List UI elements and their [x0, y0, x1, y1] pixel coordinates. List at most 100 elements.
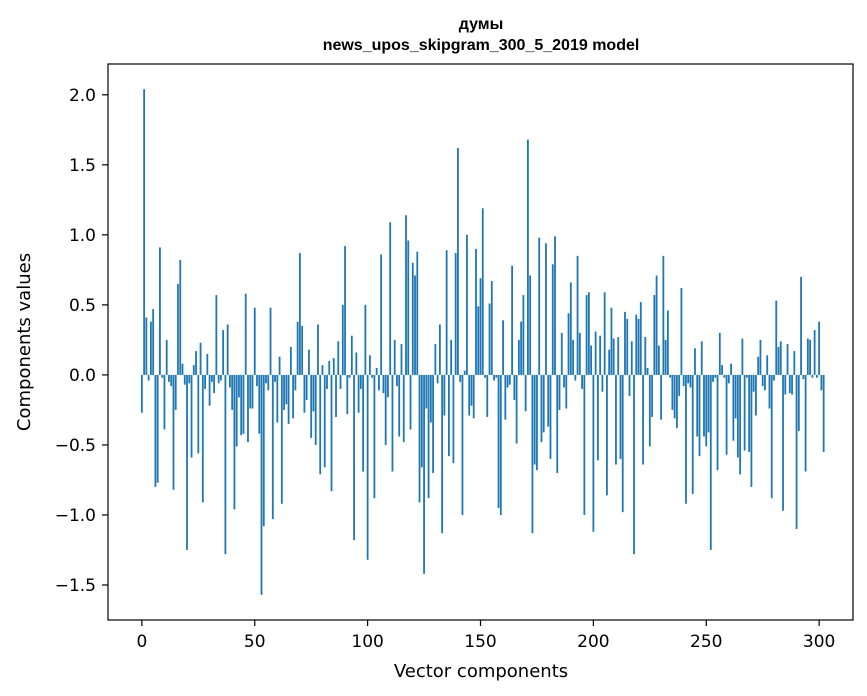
bar: [617, 337, 620, 375]
bar: [592, 374, 595, 532]
bar: [249, 374, 252, 409]
bar: [601, 374, 604, 392]
bar: [287, 374, 290, 424]
bar: [603, 292, 606, 375]
bar: [709, 374, 712, 550]
bar: [522, 295, 525, 375]
bar: [199, 342, 202, 375]
bar: [572, 339, 574, 375]
bar: [499, 374, 502, 515]
y-axis-label: Components values: [14, 253, 35, 431]
bar: [208, 374, 211, 406]
bar: [646, 367, 649, 375]
bar: [391, 374, 394, 472]
bar: [461, 374, 464, 515]
bar: [190, 374, 193, 458]
bar: [533, 374, 536, 465]
bar: [608, 349, 611, 375]
bar: [256, 374, 258, 387]
bar: [466, 234, 468, 375]
bar: [409, 374, 412, 430]
bar: [495, 374, 498, 378]
bar: [558, 374, 561, 410]
bar: [206, 353, 209, 375]
bar: [610, 307, 613, 375]
bar: [310, 374, 313, 438]
bar: [312, 374, 315, 412]
bar: [233, 374, 236, 510]
bar: [626, 318, 629, 375]
bar: [262, 374, 265, 527]
bar: [457, 148, 459, 375]
bar: [565, 374, 568, 409]
bar: [612, 338, 615, 375]
y-axis-ticks: −1.5 −1.0 −0.5 0.0 0.5 1.0 1.5 2.0: [55, 86, 108, 596]
bar: [773, 374, 775, 381]
bar: [653, 295, 656, 375]
bar: [463, 370, 466, 375]
bar: [587, 292, 590, 375]
bar: [705, 374, 708, 447]
y-tick-label: −0.5: [55, 436, 96, 456]
bar: [671, 374, 674, 410]
bar: [407, 240, 410, 375]
bar: [657, 345, 660, 375]
y-tick-label: 2.0: [69, 86, 96, 106]
bar: [364, 304, 367, 375]
bar: [147, 374, 150, 381]
bar: [145, 317, 148, 375]
bar: [508, 374, 511, 385]
bar: [210, 374, 213, 382]
bar: [326, 374, 328, 389]
x-tick-label: 300: [803, 632, 835, 652]
y-tick-label: 0.0: [69, 366, 96, 386]
bar: [396, 374, 398, 387]
bar: [359, 374, 362, 389]
bar: [452, 374, 455, 464]
bar: [549, 374, 552, 459]
bar: [556, 374, 559, 473]
bar: [703, 374, 705, 437]
bar: [712, 374, 714, 382]
bar: [454, 253, 457, 375]
bar: [402, 374, 405, 443]
bar: [727, 374, 730, 384]
bar: [251, 374, 254, 409]
bar: [736, 374, 739, 458]
bar: [378, 374, 380, 391]
bar: [784, 374, 787, 395]
bar: [472, 374, 475, 419]
bar: [170, 374, 173, 387]
bar: [615, 374, 617, 465]
bar: [217, 374, 220, 384]
bar: [621, 374, 624, 513]
bar: [459, 374, 462, 382]
y-tick-label: 1.0: [69, 226, 96, 246]
bar: [599, 335, 602, 375]
bar: [292, 374, 295, 419]
bar: [260, 374, 263, 595]
bar: [366, 374, 369, 560]
bar: [748, 374, 751, 452]
bar: [804, 374, 807, 472]
bar: [468, 374, 471, 416]
x-tick-label: 0: [136, 632, 147, 652]
bar: [319, 374, 322, 475]
bar: [700, 341, 703, 375]
bar: [797, 374, 800, 431]
bar: [450, 339, 453, 375]
bar: [606, 374, 608, 496]
bar: [405, 215, 407, 375]
bar: [323, 374, 326, 468]
bar: [328, 360, 331, 375]
bar: [165, 339, 168, 375]
bar: [438, 324, 441, 375]
bar: [159, 247, 161, 375]
bar: [567, 313, 570, 375]
bar: [517, 339, 520, 375]
bar: [423, 374, 425, 574]
bar: [775, 300, 778, 375]
bar: [583, 374, 586, 515]
bar: [782, 374, 784, 511]
